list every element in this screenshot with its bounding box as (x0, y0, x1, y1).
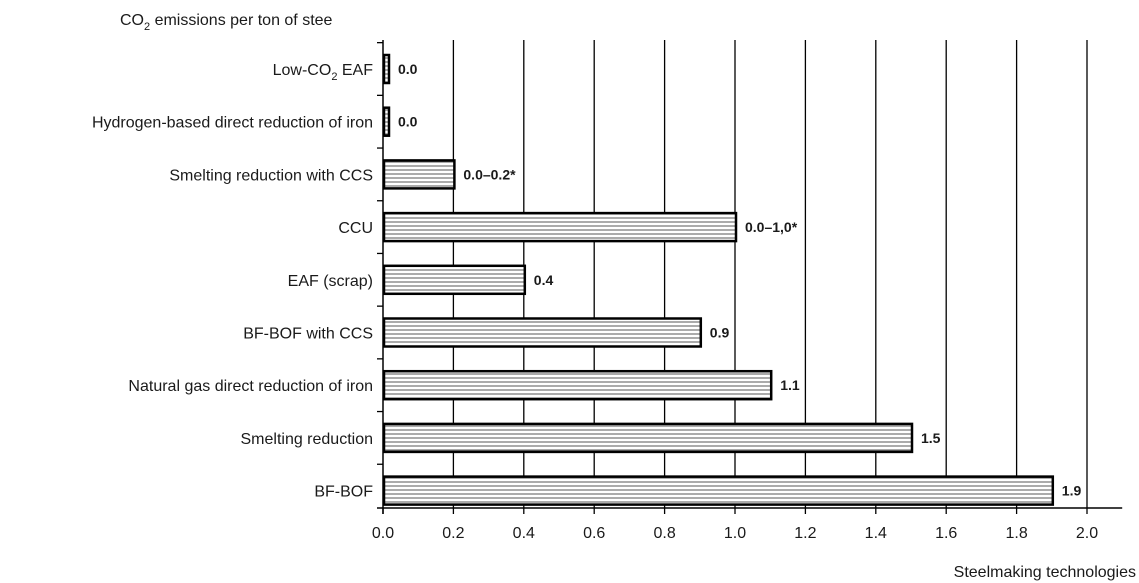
data-label: 0.0–0.2* (463, 166, 516, 182)
bar (382, 475, 1055, 506)
bar (382, 53, 391, 85)
x-tick-label: 0.0 (372, 525, 394, 542)
data-label: 1.9 (1062, 483, 1082, 499)
data-label: 0.9 (710, 325, 730, 341)
category-label: BF-BOF with CCS (243, 326, 373, 343)
data-label: 0.4 (534, 272, 554, 288)
category-label: CCU (338, 220, 373, 237)
bar (382, 106, 391, 137)
grid-lines (452, 40, 1088, 508)
bar (382, 422, 914, 454)
data-label: 0.0 (398, 61, 418, 77)
x-tick-label: 1.2 (794, 525, 816, 542)
category-label: EAF (scrap) (288, 273, 373, 290)
category-label: Hydrogen-based direct reduction of iron (92, 115, 373, 132)
x-tick-label: 1.0 (724, 525, 746, 542)
x-tick-label: 0.6 (583, 525, 605, 542)
category-label: Smelting reduction with CCS (169, 167, 373, 184)
data-label: 1.1 (780, 377, 800, 393)
x-tick-label: 0.8 (653, 525, 675, 542)
data-label: 0.0 (398, 114, 418, 130)
x-axis-title: Steelmaking technologies (954, 564, 1136, 581)
bar (382, 264, 527, 296)
bars: Low-CO2 EAF 0.0 Hydrogen-based direct redu… (92, 53, 1082, 506)
bar (382, 317, 703, 348)
x-tick-label: 1.6 (935, 525, 957, 542)
category-label: Low-CO2 EAF (273, 62, 374, 83)
category-label: Natural gas direct reduction of iron (128, 378, 373, 395)
x-tick-label: 1.4 (865, 525, 887, 542)
x-tick-label: 2.0 (1076, 525, 1098, 542)
bar (382, 369, 773, 401)
data-label: 1.5 (921, 430, 941, 446)
x-tick-label: 0.2 (442, 525, 464, 542)
x-axis: 0.0 0.2 0.4 0.6 0.8 1.0 1.2 1.4 1.6 1.8 2.0 (372, 40, 1123, 542)
bar (382, 211, 738, 243)
data-label: 0.0–1,0* (745, 219, 798, 235)
bar (382, 159, 456, 190)
y-axis-title: CO2 emissions per ton of stee (120, 12, 333, 33)
x-tick-label: 0.4 (513, 525, 535, 542)
category-label: BF-BOF (314, 484, 373, 501)
x-tick-label: 1.8 (1005, 525, 1027, 542)
category-label: Smelting reduction (240, 431, 373, 448)
